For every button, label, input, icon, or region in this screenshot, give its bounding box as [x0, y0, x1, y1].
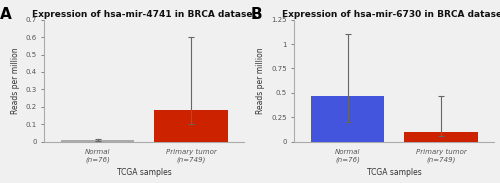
X-axis label: TCGA samples: TCGA samples — [117, 168, 172, 178]
Y-axis label: Reads per million: Reads per million — [256, 47, 266, 114]
Bar — [404, 132, 478, 142]
X-axis label: TCGA samples: TCGA samples — [367, 168, 422, 178]
Text: A: A — [0, 8, 12, 23]
Text: B: B — [250, 8, 262, 23]
Bar — [61, 140, 134, 142]
Title: Expression of hsa-mir-4741 in BRCA dataset: Expression of hsa-mir-4741 in BRCA datas… — [32, 10, 257, 19]
Title: Expression of hsa-mir-6730 in BRCA dataset: Expression of hsa-mir-6730 in BRCA datas… — [282, 10, 500, 19]
Bar — [154, 110, 228, 142]
Bar — [311, 96, 384, 142]
Y-axis label: Reads per million: Reads per million — [11, 47, 20, 114]
